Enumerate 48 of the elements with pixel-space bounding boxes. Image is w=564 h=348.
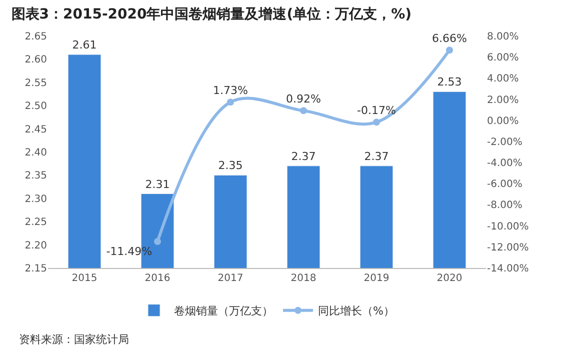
point xyxy=(446,46,453,54)
y2-tick-label: 0.00% xyxy=(487,116,519,127)
legend-label: 同比增长（%） xyxy=(318,304,394,318)
data-label: 2.61 xyxy=(72,38,97,52)
data-label: -0.17% xyxy=(357,104,396,118)
y2-tick-label: -2.00% xyxy=(487,136,522,148)
point xyxy=(373,118,380,126)
y-tick-label: 2.40 xyxy=(24,148,47,158)
legend-label: 卷烟销量（万亿支） xyxy=(174,304,273,318)
y-tick-label: 2.15 xyxy=(24,264,47,274)
x-tick-label: 2017 xyxy=(218,273,244,284)
y2-tick-label: 8.00% xyxy=(487,32,519,42)
y-tick-label: 2.55 xyxy=(24,78,47,89)
data-label: 0.92% xyxy=(286,92,321,106)
x-tick-label: 2018 xyxy=(290,273,316,284)
point xyxy=(300,107,307,114)
y-tick-label: 2.50 xyxy=(24,101,47,112)
y-tick-label: 2.20 xyxy=(24,240,47,252)
y2-tick-label: -10.00% xyxy=(487,221,529,232)
y2-tick-label: 6.00% xyxy=(487,52,519,64)
data-label: 2.53 xyxy=(437,76,462,89)
x-tick-label: 2015 xyxy=(72,273,98,284)
y-tick-label: 2.35 xyxy=(24,170,47,182)
y2-tick-label: 4.00% xyxy=(487,74,519,85)
data-label: 1.73% xyxy=(213,84,248,97)
y2-tick-label: -14.00% xyxy=(487,264,529,274)
y2-tick-label: -12.00% xyxy=(487,242,529,254)
data-label: 6.66% xyxy=(432,32,467,46)
y2-tick-label: 2.00% xyxy=(487,94,519,106)
x-tick-label: 2016 xyxy=(144,273,170,284)
text: 资料来源：国家统计局 xyxy=(19,333,129,346)
y2-tick-label: -8.00% xyxy=(487,200,522,212)
point xyxy=(227,98,234,106)
y-tick-label: 2.30 xyxy=(24,194,47,205)
x-tick-label: 2019 xyxy=(364,273,390,284)
x-tick-label: 2020 xyxy=(436,273,462,284)
data-label: 2.37 xyxy=(291,150,316,163)
y-tick-label: 2.65 xyxy=(24,32,47,42)
data-label: 2.35 xyxy=(218,159,243,172)
y-tick-label: 2.45 xyxy=(24,124,47,136)
chart-title: 图表3：2015-2020年中国卷烟销量及增速(单位：万亿支，%) xyxy=(11,6,412,22)
point xyxy=(154,238,161,246)
y-tick-label: 2.25 xyxy=(24,217,47,228)
y2-tick-label: -6.00% xyxy=(487,179,522,190)
y2-tick-label: -4.00% xyxy=(487,158,522,170)
data-label: 2.37 xyxy=(364,150,389,163)
y-tick-label: 2.60 xyxy=(24,54,47,66)
data-label: 2.31 xyxy=(145,178,170,191)
